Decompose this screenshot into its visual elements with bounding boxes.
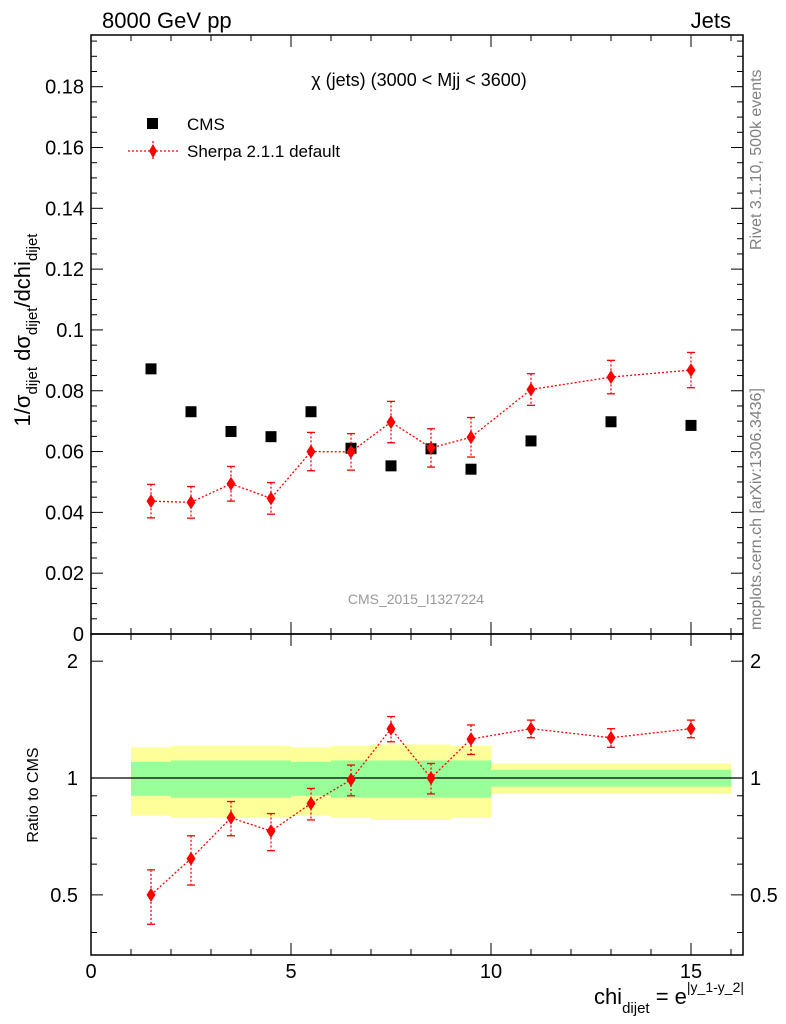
cms-data-point (605, 416, 617, 428)
analysis-id-label: CMS_2015_I1327224 (348, 591, 484, 607)
ratio-ylabel: Ratio to CMS (25, 747, 42, 842)
ratio-sherpa-point (186, 851, 196, 866)
cms-data-point (225, 425, 237, 437)
y-tick-label: 1 (67, 768, 78, 790)
ratio-plot-frame (90, 633, 744, 956)
sherpa-point (606, 370, 616, 385)
main-ylabel: 1/σdijet dσdijet/dchidijet (10, 233, 41, 427)
ratio-sherpa-point (146, 887, 156, 902)
y-tick-label: 0.1 (56, 320, 84, 342)
y-tick-label: 0.5 (50, 885, 78, 907)
main-plot-title: χ (jets) (3000 < Mjj < 3600) (311, 70, 527, 90)
sherpa-line (150, 369, 692, 503)
y-tick-label: 0.02 (45, 563, 84, 585)
ratio-sherpa-point (226, 810, 236, 825)
rivet-version-text: Rivet 3.1.10, 500k events (748, 69, 765, 250)
sherpa-point (306, 444, 316, 459)
sherpa-point (226, 476, 236, 491)
sherpa-point (526, 382, 536, 397)
ratio-sherpa-point (386, 721, 396, 736)
x-tick-label: 0 (85, 961, 96, 983)
ratio-panel: 0 5 10 15 0.5 0.5 1 1 2 2 (50, 633, 778, 983)
sherpa-point (426, 440, 436, 455)
sherpa-point (186, 495, 196, 510)
cms-data-point (185, 406, 197, 418)
uncertainty-band-inner (171, 760, 211, 798)
mcplots-text: mcplots.cern.ch [arXiv:1306.3436] (748, 388, 765, 630)
uncertainty-band-inner (251, 760, 291, 798)
sherpa-point (386, 415, 396, 430)
x-tick-label: 5 (285, 961, 296, 983)
y-tick-label-right: 2 (750, 651, 761, 673)
main-panel: 0 0.02 0.04 0.06 0.08 0.1 0.12 0.14 0.16 0.18 (45, 34, 744, 955)
uncertainty-band-inner (451, 760, 491, 798)
ratio-sherpa-point (466, 732, 476, 747)
sherpa-point (146, 494, 156, 509)
x-tick-label: 10 (480, 961, 502, 983)
legend-label-cms: CMS (187, 115, 225, 134)
header-right: Jets (691, 8, 731, 33)
x-axis-label: chidijet = e|y_1-y_2| (594, 979, 744, 1017)
sherpa-point (686, 363, 696, 378)
y-tick-label: 0.18 (45, 77, 84, 99)
cms-data-point (465, 463, 477, 475)
uncertainty-band-inner (211, 760, 251, 798)
ratio-sherpa-point (526, 721, 536, 736)
cms-data-point (685, 419, 697, 431)
uncertainty-band-inner (371, 760, 411, 798)
ratio-sherpa-point (266, 824, 276, 839)
ratio-sherpa-line (150, 727, 692, 896)
uncertainty-band-inner (131, 761, 171, 796)
legend: CMS Sherpa 2.1.1 default (128, 115, 340, 161)
y-tick-label-right: 0.5 (750, 885, 778, 907)
y-tick-label: 0 (73, 624, 84, 646)
ratio-sherpa-point (606, 730, 616, 745)
cms-data-point (265, 431, 277, 443)
y-tick-label: 0.14 (45, 198, 84, 220)
y-tick-label: 0.16 (45, 138, 84, 160)
y-tick-label: 2 (67, 651, 78, 673)
legend-marker-cms (147, 118, 158, 129)
sherpa-point (266, 491, 276, 506)
uncertainty-band-inner (291, 761, 331, 796)
header-left: 8000 GeV pp (102, 8, 232, 33)
sherpa-point (346, 444, 356, 459)
ratio-sherpa-point (426, 771, 436, 786)
legend-marker-sherpa (149, 144, 157, 158)
ratio-sherpa-point (306, 796, 316, 811)
cms-data-point (385, 460, 397, 472)
cms-data-point (145, 363, 157, 375)
ratio-sherpa-point (346, 772, 356, 787)
y-tick-label: 0.06 (45, 442, 84, 464)
sherpa-point (466, 430, 476, 445)
y-tick-label: 0.04 (45, 502, 84, 524)
ratio-sherpa-point (686, 721, 696, 736)
y-tick-label-right: 1 (750, 768, 761, 790)
legend-label-sherpa: Sherpa 2.1.1 default (187, 142, 340, 161)
cms-data-point (305, 406, 317, 418)
svg-text:1/σdijet dσdijet/dchidijet: 1/σdijet dσdijet/dchidijet (10, 233, 41, 427)
x-tick-label: 15 (680, 961, 702, 983)
y-tick-label: 0.12 (45, 259, 84, 281)
y-tick-label: 0.08 (45, 381, 84, 403)
cms-data-point (525, 435, 537, 447)
